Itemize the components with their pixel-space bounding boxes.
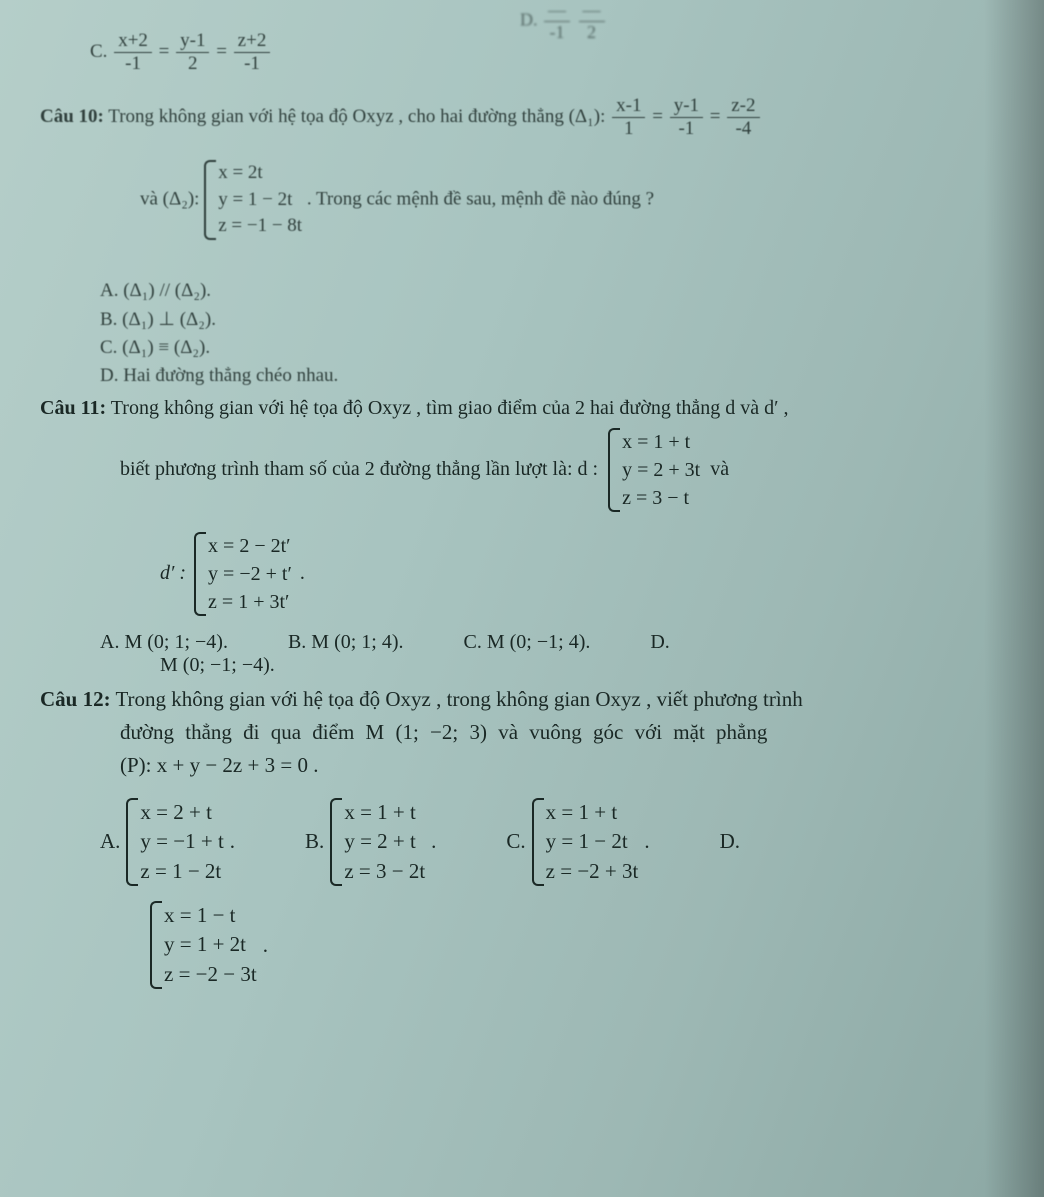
q12-opt-d-label: D. [720,829,740,854]
q12-opt-b: B. x = 1 + t y = 2 + t z = 3 − 2t . [305,798,436,886]
q11-dprime: d′ : x = 2 − 2t′ y = −2 + t′ z = 1 + 3t′… [160,532,1004,616]
opt-label: C. [506,829,525,854]
q10-text1: Trong không gian với hệ tọa độ Oxyz , ch… [108,106,605,127]
q11-dprime-system: x = 2 − 2t′ y = −2 + t′ z = 1 + 3t′ [194,532,292,616]
q10-tail: . Trong các mệnh đề sau, mệnh đề nào đún… [307,188,654,209]
q12-options-row1: A. x = 2 + t y = −1 + t z = 1 − 2t . B. … [100,798,1004,886]
q11-text2: biết phương trình tham số của 2 đường th… [120,458,598,481]
q10-opt-a: A. (Δ₁) // (Δ₂). [100,280,1004,302]
q12-b-system: x = 1 + t y = 2 + t z = 3 − 2t [330,798,425,886]
q11-options-row: A. M (0; 1; −4). B. M (0; 1; 4). C. M (0… [100,631,1004,654]
opt-label: A. [100,829,120,854]
q10-stem-line1: Câu 10: Trong không gian với hệ tọa độ O… [40,95,1004,140]
q12-opt-d: x = 1 − t y = 1 + 2t z = −2 − 3t . [150,901,1004,989]
q12-c-system: x = 1 + t y = 1 − 2t z = −2 + 3t [532,798,639,886]
opt-label: C. [90,41,107,62]
q12-stem-line2: đường thẳng đi qua điểm M (1; −2; 3) và … [120,720,1004,745]
q11-opt-a: A. M (0; 1; −4). [100,631,228,654]
q12-a-system: x = 2 + t y = −1 + t z = 1 − 2t [126,798,223,886]
q12-text1: Trong không gian với hệ tọa độ Oxyz , tr… [115,687,802,711]
q11-and: và [710,458,729,481]
q11-stem-line2: biết phương trình tham số của 2 đường th… [120,428,1004,512]
q11-label: Câu 11: [40,397,106,419]
q10-opt-d: D. Hai đường thẳng chéo nhau. [100,365,1004,387]
q12-d-system: x = 1 − t y = 1 + 2t z = −2 − 3t [150,901,257,989]
q11-opt-d-cont: M (0; −1; −4). [160,654,1004,677]
q10-opt-c: C. (Δ₁) ≡ (Δ₂). [100,337,1004,359]
q11-d-system: x = 1 + t y = 2 + 3t z = 3 − t [608,428,700,512]
exam-page: D. —-1 —2 C. x+2-1 = y-12 = z+2-1 Câu 10… [0,0,1044,1197]
q12-opt-a: A. x = 2 + t y = −1 + t z = 1 − 2t . [100,798,235,886]
q11-opt-c: C. M (0; −1; 4). [464,631,591,654]
q11-text1: Trong không gian với hệ tọa độ Oxyz , tì… [111,397,789,419]
q12-opt-c: C. x = 1 + t y = 1 − 2t z = −2 + 3t . [506,798,649,886]
q11-stem-line1: Câu 11: Trong không gian với hệ tọa độ O… [40,397,1004,420]
q12-stem-line3: (P): x + y − 2z + 3 = 0 . [120,753,1004,778]
prev-option-c: C. x+2-1 = y-12 = z+2-1 [90,30,1004,75]
opt-label: B. [305,829,324,854]
q10-delta2-system: x = 2t y = 1 − 2t z = −1 − 8t [204,160,302,240]
q10-stem-line2: và (Δ₂): x = 2t y = 1 − 2t z = −1 − 8t .… [140,160,1004,240]
q12-label: Câu 12: [40,687,111,711]
q12-stem-line1: Câu 12: Trong không gian với hệ tọa độ O… [40,687,1004,712]
q10-and: và (Δ₂): [140,188,199,209]
q11-opt-d: D. [650,631,669,654]
q11-dprime-label: d′ : [160,562,186,585]
q10-opt-b: B. (Δ₁) ⊥ (Δ₂). [100,308,1004,331]
q11-opt-b: B. M (0; 1; 4). [288,631,404,654]
q10-label: Câu 10: [40,106,104,127]
opt-label: D. [520,10,538,30]
